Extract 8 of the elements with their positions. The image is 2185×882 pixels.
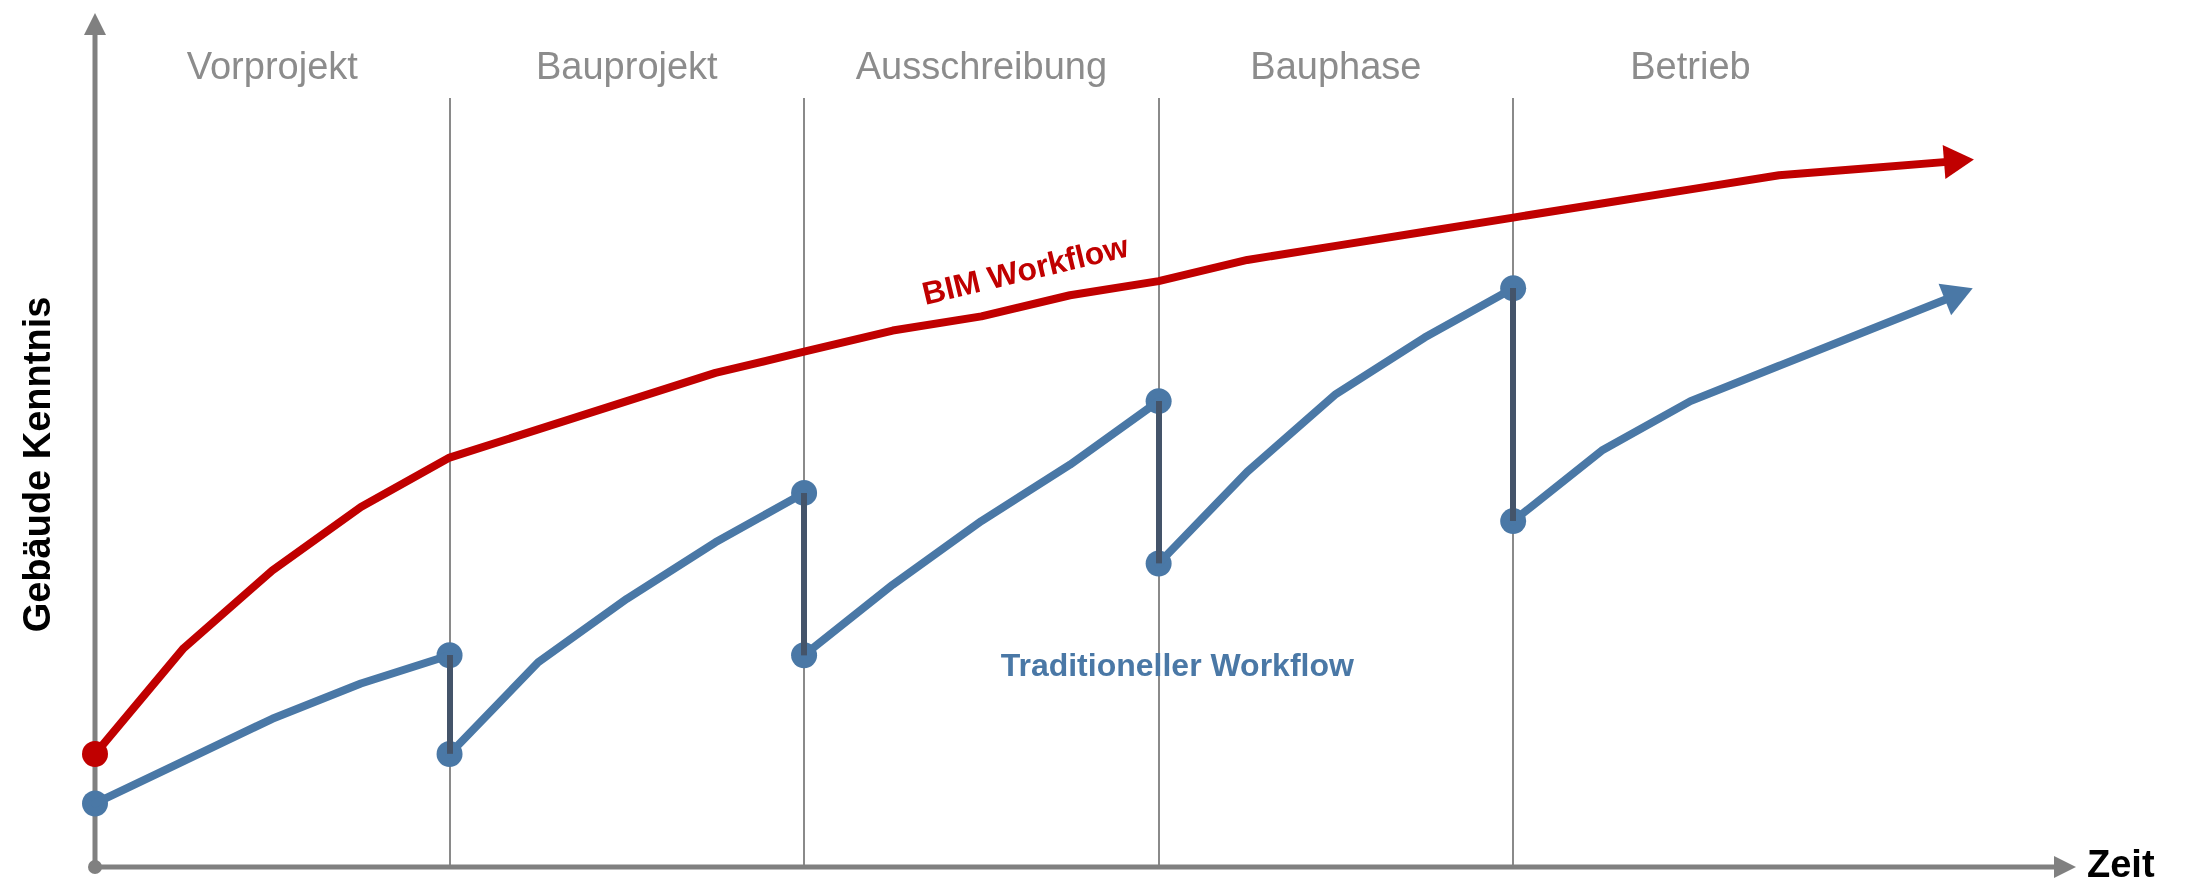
y-axis-title: Gebäude Kenntnis (16, 296, 59, 633)
x-tick-label: Vorprojekt (186, 45, 359, 88)
text: BIM Workflow (918, 227, 1133, 312)
x-tick-label: Bauprojekt (535, 45, 719, 88)
x-tick-label: Ausschreibung (855, 45, 1108, 88)
x-tick-label: Betrieb (1630, 45, 1751, 88)
x-tick-label: Bauphase (1250, 45, 1422, 88)
x-axis-title: Zeit (2087, 843, 2155, 882)
